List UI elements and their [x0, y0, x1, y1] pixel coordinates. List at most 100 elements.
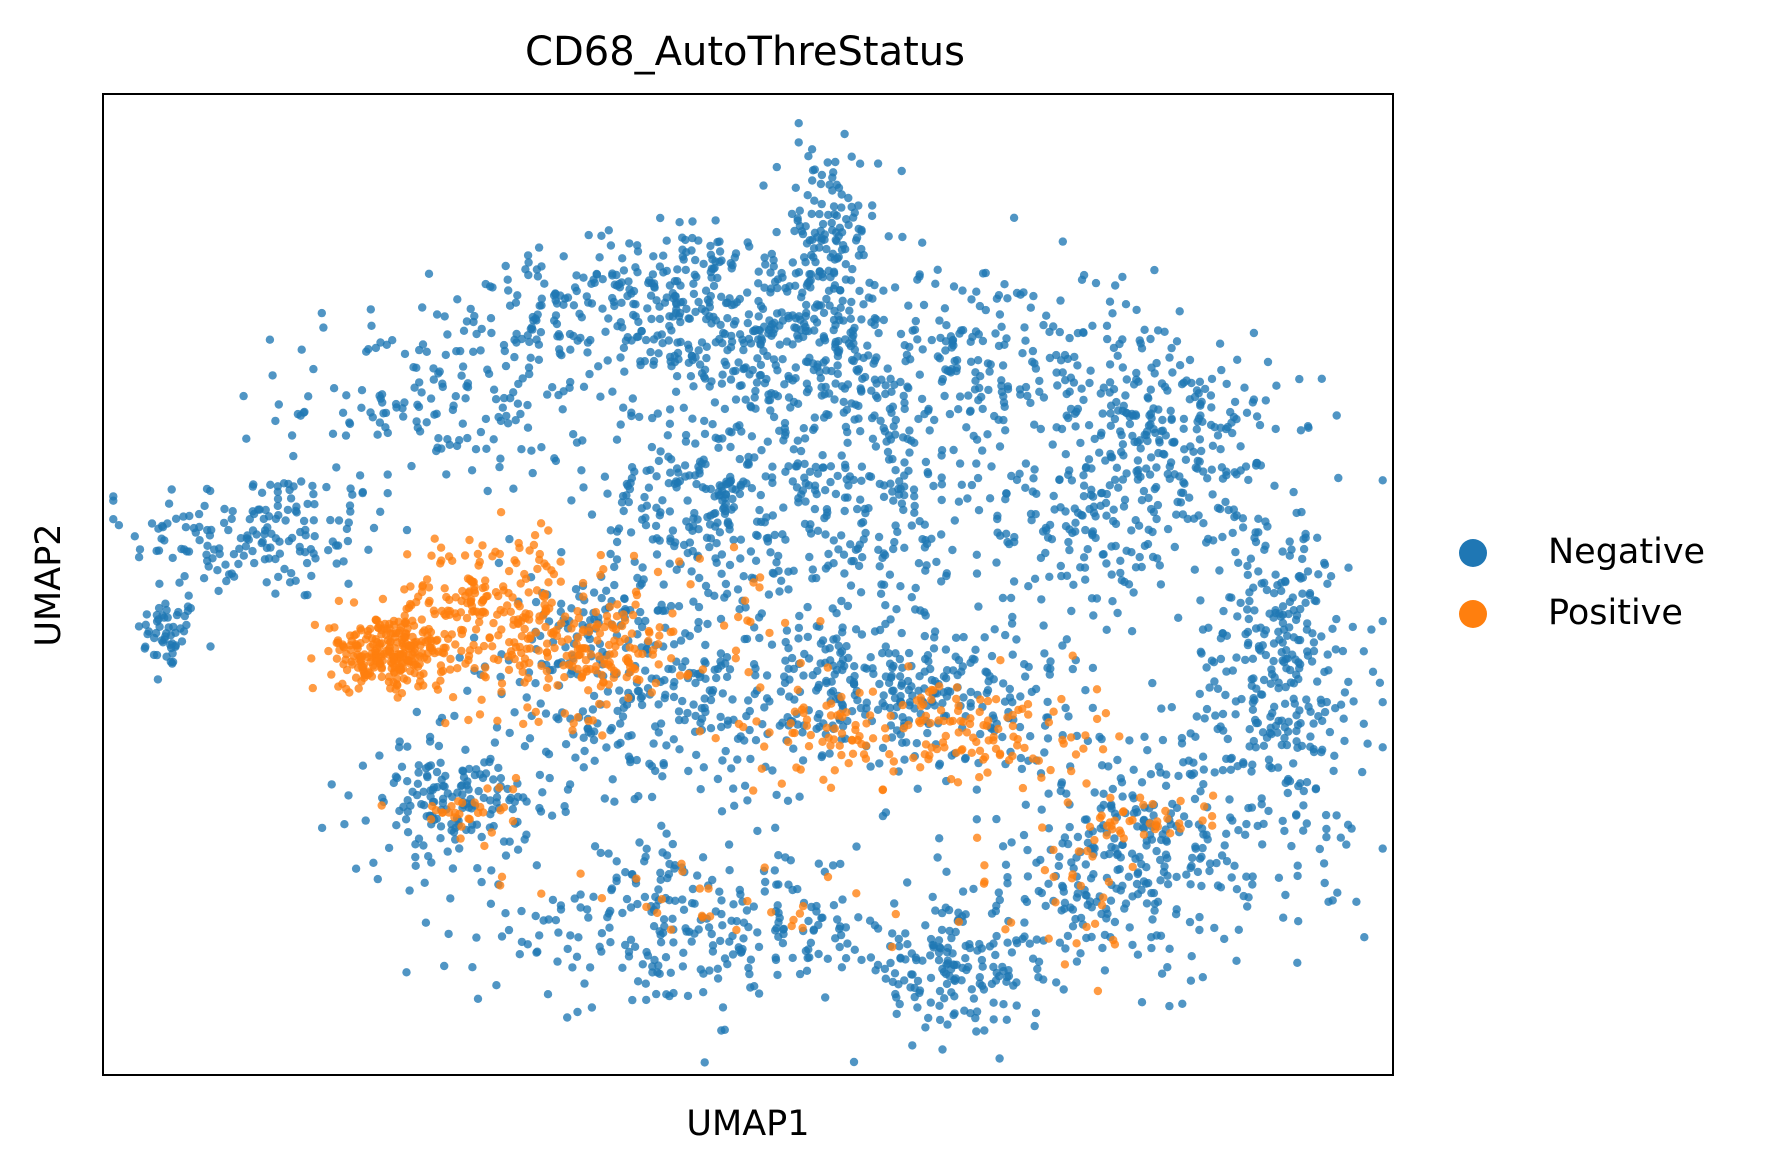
point-negative [399, 802, 408, 811]
point-positive [408, 632, 417, 642]
point-negative [501, 361, 511, 371]
point-negative [1065, 466, 1074, 475]
point-positive [396, 623, 406, 632]
point-negative [709, 281, 719, 291]
point-negative [765, 697, 774, 706]
point-negative [524, 363, 534, 372]
point-negative [328, 429, 338, 438]
point-negative [792, 483, 802, 492]
point-negative [992, 558, 1001, 567]
point-negative [685, 314, 694, 323]
point-positive [351, 630, 361, 639]
point-positive [446, 665, 455, 674]
point-negative [457, 781, 467, 790]
point-negative [1336, 700, 1346, 709]
point-negative [705, 298, 714, 307]
point-negative [1177, 739, 1187, 748]
point-negative [954, 908, 963, 917]
point-negative [405, 886, 414, 895]
point-negative [1193, 867, 1203, 877]
point-negative [1121, 300, 1131, 309]
point-negative [142, 610, 151, 619]
point-positive [357, 677, 366, 686]
point-negative [827, 366, 836, 376]
point-negative [1198, 752, 1208, 761]
point-negative [1231, 710, 1240, 719]
point-negative [144, 627, 153, 636]
point-negative [248, 482, 257, 491]
point-negative [1086, 874, 1096, 883]
point-negative [754, 267, 763, 276]
point-negative [407, 461, 416, 471]
point-negative [940, 391, 949, 401]
point-negative [1316, 695, 1326, 704]
point-negative [828, 604, 837, 613]
series-negative [109, 119, 1387, 1067]
point-negative [510, 708, 519, 717]
point-negative [1340, 688, 1350, 697]
point-negative [1279, 913, 1288, 922]
point-negative [473, 864, 482, 873]
point-negative [843, 438, 852, 447]
point-negative [492, 793, 502, 802]
point-negative [892, 1009, 901, 1019]
point-negative [1375, 678, 1385, 687]
point-positive [1082, 779, 1091, 788]
point-positive [1090, 919, 1100, 928]
point-positive [474, 646, 483, 655]
point-negative [595, 253, 604, 262]
point-positive [378, 594, 388, 604]
point-negative [1095, 732, 1104, 742]
point-negative [1257, 794, 1266, 803]
point-negative [688, 546, 697, 556]
point-negative [1088, 703, 1098, 713]
point-negative [1232, 653, 1241, 662]
point-negative [937, 480, 947, 489]
point-negative [829, 168, 838, 177]
point-positive [651, 678, 661, 688]
point-positive [1018, 704, 1027, 713]
point-negative [1226, 765, 1236, 774]
point-negative [759, 181, 768, 190]
point-negative [505, 301, 515, 310]
point-positive [440, 584, 449, 593]
point-negative [1220, 934, 1229, 944]
point-negative [1168, 799, 1177, 809]
point-negative [580, 746, 589, 756]
point-negative [166, 657, 175, 666]
point-negative [1334, 473, 1343, 483]
point-positive [511, 773, 521, 783]
point-negative [829, 325, 838, 335]
point-negative [444, 929, 453, 939]
point-negative [494, 412, 503, 422]
point-negative [412, 417, 421, 426]
point-negative [767, 640, 777, 649]
point-negative [1163, 963, 1172, 972]
point-negative [742, 634, 752, 644]
point-negative [1106, 801, 1116, 811]
point-negative [1236, 442, 1245, 451]
point-negative [1058, 839, 1067, 848]
point-negative [510, 352, 519, 362]
point-negative [455, 653, 464, 662]
point-negative [769, 262, 778, 271]
point-negative [676, 281, 685, 290]
point-negative [1272, 381, 1281, 390]
point-negative [1144, 493, 1153, 503]
point-negative [616, 318, 625, 327]
point-positive [749, 786, 758, 795]
point-negative [1378, 743, 1387, 752]
point-negative [789, 445, 798, 454]
point-negative [794, 623, 804, 633]
point-negative [837, 963, 847, 972]
point-negative [750, 393, 759, 402]
point-negative [930, 633, 939, 642]
point-negative [998, 732, 1007, 742]
point-negative [379, 409, 388, 418]
point-negative [753, 928, 762, 937]
point-negative [1277, 716, 1287, 725]
point-positive [605, 658, 614, 667]
point-negative [762, 671, 772, 680]
point-negative [644, 483, 654, 492]
point-positive [447, 630, 456, 639]
